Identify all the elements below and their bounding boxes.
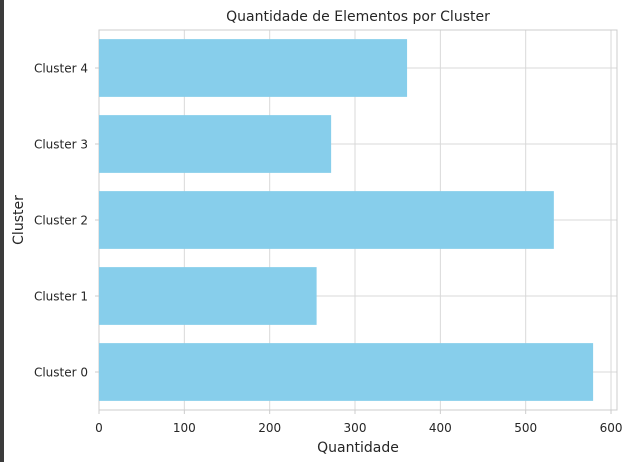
bar-cluster-4	[99, 39, 408, 97]
x-tick-label: 0	[95, 421, 103, 435]
bar-cluster-3	[99, 115, 332, 173]
x-tick-label: 100	[173, 421, 196, 435]
bar-cluster-2	[99, 191, 554, 249]
x-tick-label: 200	[258, 421, 281, 435]
x-tick-label: 300	[344, 421, 367, 435]
bar-cluster-1	[99, 267, 317, 325]
x-tick-label: 500	[514, 421, 537, 435]
x-tick-label: 600	[600, 421, 623, 435]
bars	[99, 39, 594, 401]
chart-title: Quantidade de Elementos por Cluster	[226, 9, 490, 25]
y-axis-label: Cluster	[11, 195, 27, 245]
x-axis-ticks: 0 100 200 300 400 500 600	[95, 410, 622, 435]
y-tick-label: Cluster 0	[34, 366, 88, 380]
y-tick-label: Cluster 2	[34, 214, 88, 228]
window-edge-strip	[0, 0, 4, 462]
y-tick-label: Cluster 4	[34, 62, 88, 76]
y-axis-ticks: Cluster 0 Cluster 1 Cluster 2 Cluster 3 Clus…	[34, 62, 99, 380]
x-axis-label: Quantidade	[317, 440, 399, 456]
y-tick-label: Cluster 3	[34, 138, 88, 152]
y-tick-label: Cluster 1	[34, 290, 88, 304]
x-tick-label: 400	[429, 421, 452, 435]
bar-cluster-0	[99, 343, 594, 401]
